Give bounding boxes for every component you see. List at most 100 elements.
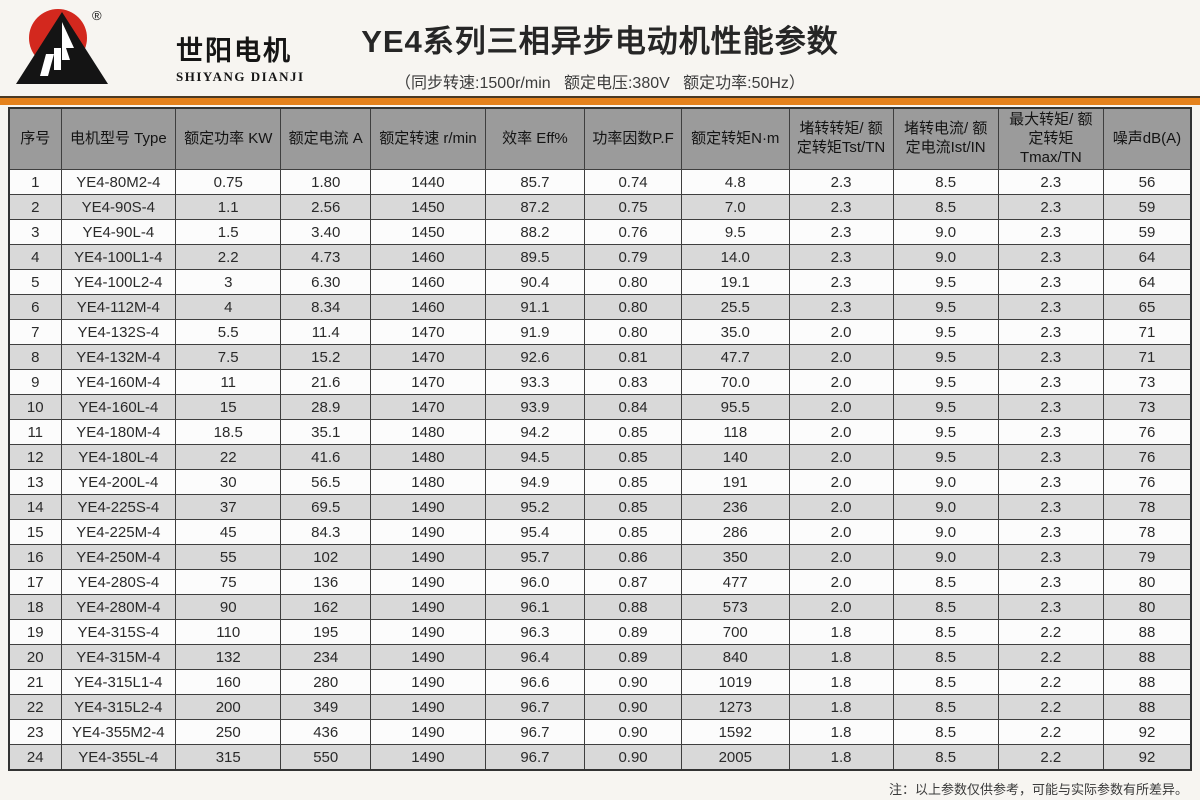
table-cell: 25.5 bbox=[681, 294, 790, 321]
table-cell: 2.0 bbox=[788, 594, 894, 621]
table-cell: YE4-90L-4 bbox=[60, 219, 177, 246]
table-cell: 2.2 bbox=[997, 619, 1104, 646]
table-cell: 1490 bbox=[370, 694, 486, 721]
table-cell: 234 bbox=[280, 644, 372, 671]
table-cell: 47.7 bbox=[681, 344, 790, 371]
table-cell: 45 bbox=[175, 519, 282, 546]
table-cell: 0.90 bbox=[584, 669, 682, 696]
table-cell: 8.5 bbox=[892, 169, 999, 196]
header-cell-7: 额定转矩N·m bbox=[681, 107, 790, 171]
table-cell: 3 bbox=[8, 219, 62, 246]
table-cell: 0.80 bbox=[584, 269, 682, 296]
table-cell: YE4-180M-4 bbox=[60, 419, 177, 446]
table-cell: 2.3 bbox=[788, 219, 894, 246]
table-cell: 162 bbox=[280, 594, 372, 621]
table-cell: 6.30 bbox=[280, 269, 372, 296]
logo-text: 世阳电机 SHIYANG DIANJI bbox=[176, 29, 305, 85]
table-cell: 8.5 bbox=[892, 644, 999, 671]
table-cell: 2.0 bbox=[788, 544, 894, 571]
table-cell: 315 bbox=[175, 744, 282, 771]
footnote: 注：以上参数仅供参考，可能与实际参数有所差异。 bbox=[888, 781, 1188, 797]
table-cell: 55 bbox=[175, 544, 282, 571]
table-cell: 24 bbox=[8, 744, 62, 771]
table-cell: 2.2 bbox=[997, 644, 1104, 671]
table-cell: 0.79 bbox=[584, 244, 682, 271]
table-cell: 0.76 bbox=[584, 219, 682, 246]
table-cell: 22 bbox=[175, 444, 282, 471]
table-cell: 18 bbox=[8, 594, 62, 621]
table-cell: 96.0 bbox=[484, 569, 586, 596]
table-row: 7 YE4-132S-4 5.5 11.4 1470 91.9 0.80 35.0 2.0 9.5… bbox=[8, 319, 1192, 346]
table-cell: 1592 bbox=[681, 719, 790, 746]
table-cell: 0.90 bbox=[584, 694, 682, 721]
table-cell: 349 bbox=[280, 694, 372, 721]
table-cell: YE4-315S-4 bbox=[60, 619, 177, 646]
table-row: 6 YE4-112M-4 4 8.34 1460 91.1 0.80 25.5 2.3 9.5 2.… bbox=[8, 294, 1192, 321]
table-row: 21 YE4-315L1-4 160 280 1490 96.6 0.90 1019 1.8 8.… bbox=[8, 669, 1192, 696]
table-cell: 250 bbox=[175, 719, 282, 746]
table-cell: YE4-225M-4 bbox=[60, 519, 177, 546]
table-cell: 0.75 bbox=[175, 169, 282, 196]
table-cell: 80 bbox=[1102, 569, 1192, 596]
table-cell: 64 bbox=[1102, 269, 1192, 296]
table-cell: 2.3 bbox=[997, 419, 1104, 446]
table-cell: 84.3 bbox=[280, 519, 372, 546]
table-cell: 1490 bbox=[370, 619, 486, 646]
table-cell: 1470 bbox=[370, 394, 486, 421]
table-cell: 7.0 bbox=[681, 194, 790, 221]
table-cell: 2.3 bbox=[997, 219, 1104, 246]
table-cell: 436 bbox=[280, 719, 372, 746]
table-cell: YE4-200L-4 bbox=[60, 469, 177, 496]
table-cell: YE4-280M-4 bbox=[60, 594, 177, 621]
table-cell: 280 bbox=[280, 669, 372, 696]
table-cell: 11.4 bbox=[280, 319, 372, 346]
table-cell: 92 bbox=[1102, 744, 1192, 771]
table-cell: 95.5 bbox=[681, 394, 790, 421]
table-cell: 75 bbox=[175, 569, 282, 596]
table-cell: 2.3 bbox=[997, 244, 1104, 271]
table-cell: 9.5 bbox=[892, 344, 999, 371]
table-cell: 1490 bbox=[370, 519, 486, 546]
table-cell: 0.85 bbox=[584, 419, 682, 446]
table-cell: 2.0 bbox=[788, 444, 894, 471]
table-cell: 1.80 bbox=[280, 169, 372, 196]
table-row: 10 YE4-160L-4 15 28.9 1470 93.9 0.84 95.5 2.0 9.5… bbox=[8, 394, 1192, 421]
table-cell: 90 bbox=[175, 594, 282, 621]
table-cell: YE4-90S-4 bbox=[60, 194, 177, 221]
table-cell: 19 bbox=[8, 619, 62, 646]
table-cell: 7.5 bbox=[175, 344, 282, 371]
table-cell: 8.5 bbox=[892, 569, 999, 596]
table-cell: 2.3 bbox=[788, 244, 894, 271]
table-cell: 550 bbox=[280, 744, 372, 771]
logo-cn-name: 世阳电机 bbox=[176, 36, 292, 67]
table-cell: 4 bbox=[8, 244, 62, 271]
table-cell: 76 bbox=[1102, 444, 1192, 471]
table-cell: 191 bbox=[681, 469, 790, 496]
table-cell: 78 bbox=[1102, 519, 1192, 546]
table-cell: YE4-355M2-4 bbox=[60, 719, 177, 746]
header-cell-2: 额定功率 KW bbox=[175, 107, 282, 171]
table-cell: 5.5 bbox=[175, 319, 282, 346]
header-cell-5: 效率 Eff% bbox=[484, 107, 586, 171]
table-cell: 140 bbox=[681, 444, 790, 471]
mountain-sun-logo-icon: ® bbox=[16, 8, 108, 84]
table-cell: 2.3 bbox=[788, 169, 894, 196]
table-cell: 1490 bbox=[370, 669, 486, 696]
header-cell-4: 额定转速 r/min bbox=[370, 107, 486, 171]
table-cell: 1.8 bbox=[788, 744, 894, 771]
header-cell-9: 堵转电流/ 额 定电流Ist/IN bbox=[892, 107, 999, 171]
table-cell: 93.3 bbox=[484, 369, 586, 396]
table-cell: 2 bbox=[8, 194, 62, 221]
table-cell: 4 bbox=[175, 294, 282, 321]
table-cell: 2.3 bbox=[788, 294, 894, 321]
table-cell: YE4-160L-4 bbox=[60, 394, 177, 421]
table-cell: 2.2 bbox=[997, 669, 1104, 696]
table-cell: 96.7 bbox=[484, 719, 586, 746]
table-cell: 9.5 bbox=[892, 369, 999, 396]
table-cell: 9.0 bbox=[892, 219, 999, 246]
table-cell: YE4-160M-4 bbox=[60, 369, 177, 396]
table-cell: 3.40 bbox=[280, 219, 372, 246]
table-row: 12 YE4-180L-4 22 41.6 1480 94.5 0.85 140 2.0 9.5 2… bbox=[8, 444, 1192, 471]
table-cell: YE4-225S-4 bbox=[60, 494, 177, 521]
table-cell: 0.83 bbox=[584, 369, 682, 396]
